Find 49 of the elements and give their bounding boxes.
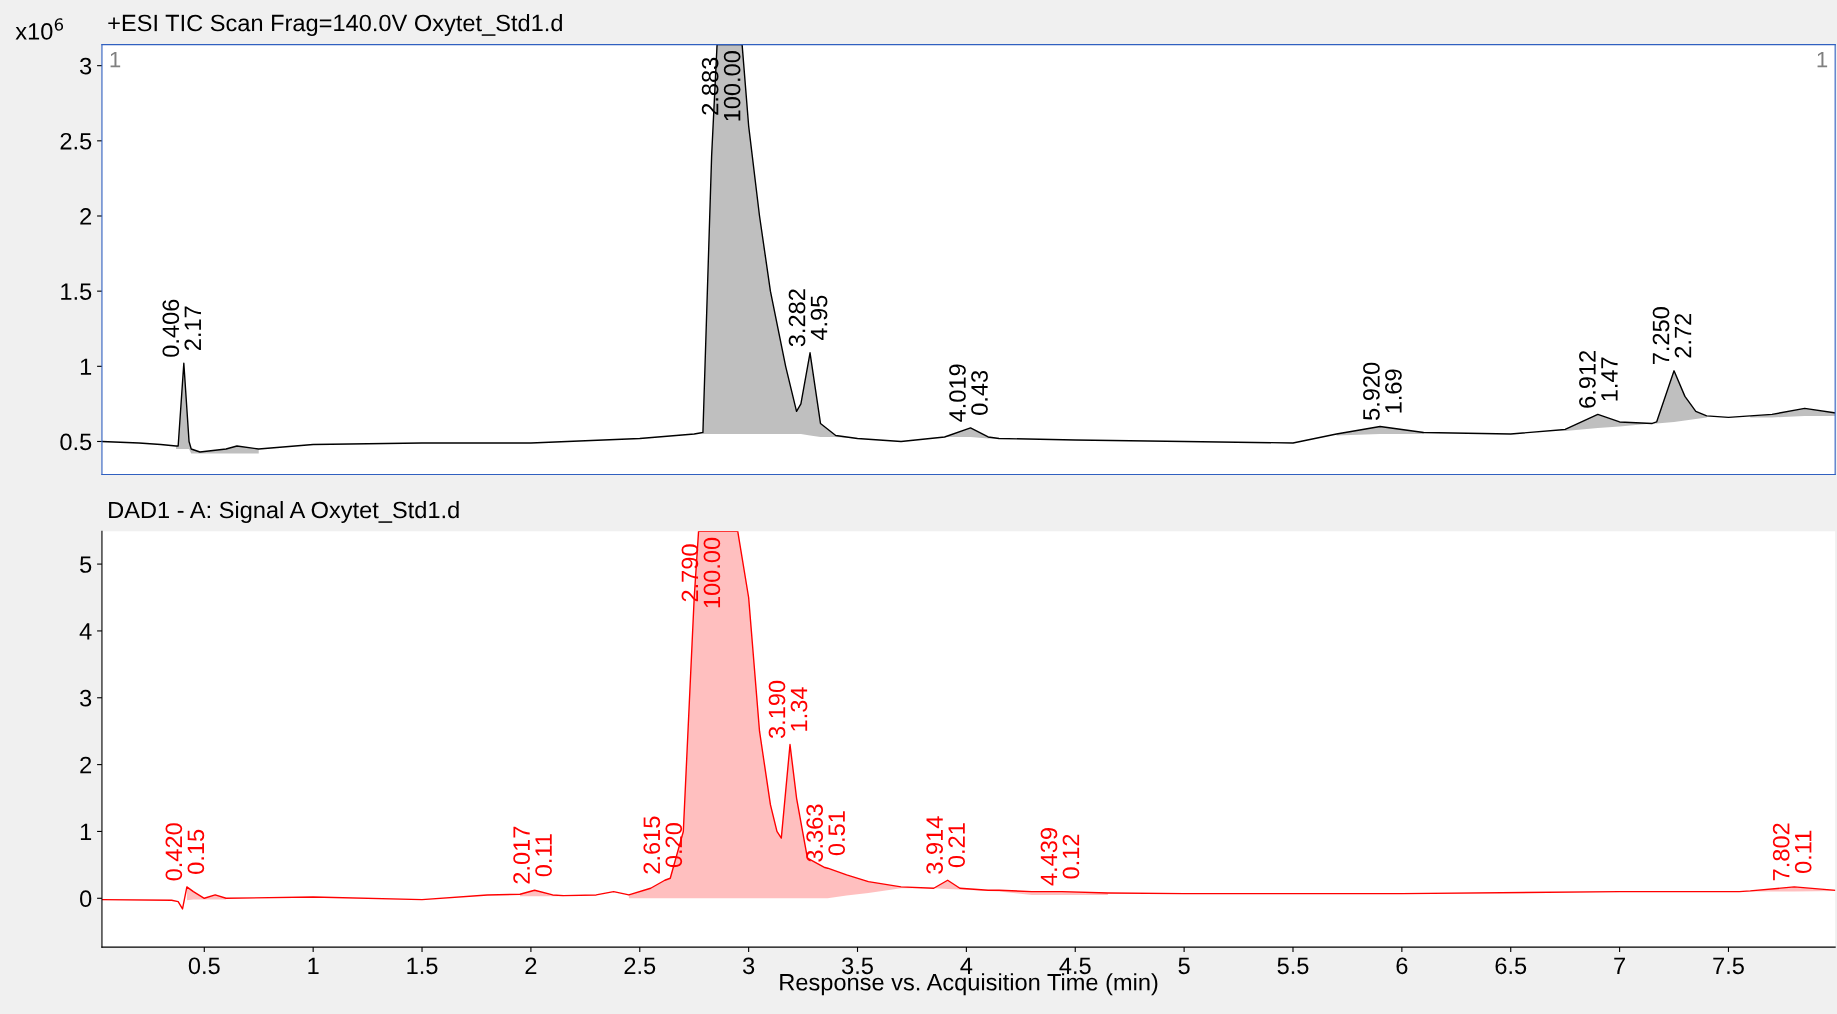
annotation: 5.920 1.69: [1363, 362, 1402, 420]
annotation: 0.406 2.17: [162, 299, 201, 357]
y-tick-label: 0.5: [60, 433, 92, 451]
annotation: 7.250 2.72: [1652, 307, 1692, 365]
annotation: 4.439 0.12: [1040, 828, 1080, 886]
y-tick-label: 1: [80, 823, 92, 840]
x-tick-label: 6: [1396, 957, 1408, 975]
y-tick-label: 2.5: [60, 132, 92, 150]
y-tick-label: 1.5: [61, 283, 92, 300]
x-tick-label: 4.5: [1059, 957, 1091, 975]
annotation: 4.019 0.43: [949, 364, 988, 422]
y-tick-label: 5: [80, 556, 92, 573]
x-tick-label: 1.5: [407, 957, 438, 975]
y-tick-label: 1: [80, 358, 92, 375]
y-tick-label: 4: [79, 623, 92, 640]
annotation: 2.017 0.11: [513, 826, 552, 884]
y-tick-label: 2: [80, 756, 92, 774]
x-tick-label: 3.5: [842, 957, 873, 975]
x-tick-label: 2.5: [624, 957, 656, 975]
annotation: 3.363 0.51: [806, 804, 846, 862]
y-tick-label: 3: [80, 57, 92, 75]
y-tick-label: 2: [80, 208, 92, 225]
x-tick-label: 5: [1178, 957, 1190, 975]
x-tick-label: 2: [525, 957, 537, 974]
y-axis-title: x10$^{6}$: [15, 18, 64, 40]
annotation: 0.420 0.15: [165, 823, 205, 881]
x-tick-label: 6.5: [1495, 957, 1527, 975]
y-tick-label: 3: [80, 689, 92, 707]
x-axis-title: Response vs. Acquisition Time (min): [780, 973, 1158, 996]
annotation: 3.282 4.95: [788, 289, 828, 347]
x-tick-label: 3: [742, 957, 755, 975]
annotation: 2.615 0.20: [643, 816, 683, 874]
x-tick-label: 0.5: [188, 957, 220, 975]
annotation: 7.802 0.11: [1772, 823, 1812, 881]
x-tick-label: 1: [308, 957, 319, 974]
x-tick-label: 4: [960, 957, 973, 974]
y-tick-label: 0: [80, 890, 92, 908]
x-tick-label: 7.5: [1713, 957, 1744, 975]
chart-title: +ESI TIC Scan Frag=140.0V Oxytet_Std1.d: [108, 14, 562, 37]
annotation: 1: [110, 51, 121, 68]
annotation: 1: [1817, 51, 1828, 68]
annotation: 6.912 1.47: [1579, 350, 1618, 408]
annotation: 3.190 1.34: [768, 680, 808, 739]
annotation: 3.914 0.21: [926, 816, 965, 874]
annotation: 2.883 100.00: [701, 51, 741, 121]
x-tick-label: 7: [1614, 957, 1625, 974]
chart-title: DAD1 - A: Signal A Oxytet_Std1.d: [109, 501, 459, 524]
x-tick-label: 5.5: [1277, 957, 1309, 975]
annotation: 2.790 100.00: [681, 537, 721, 608]
